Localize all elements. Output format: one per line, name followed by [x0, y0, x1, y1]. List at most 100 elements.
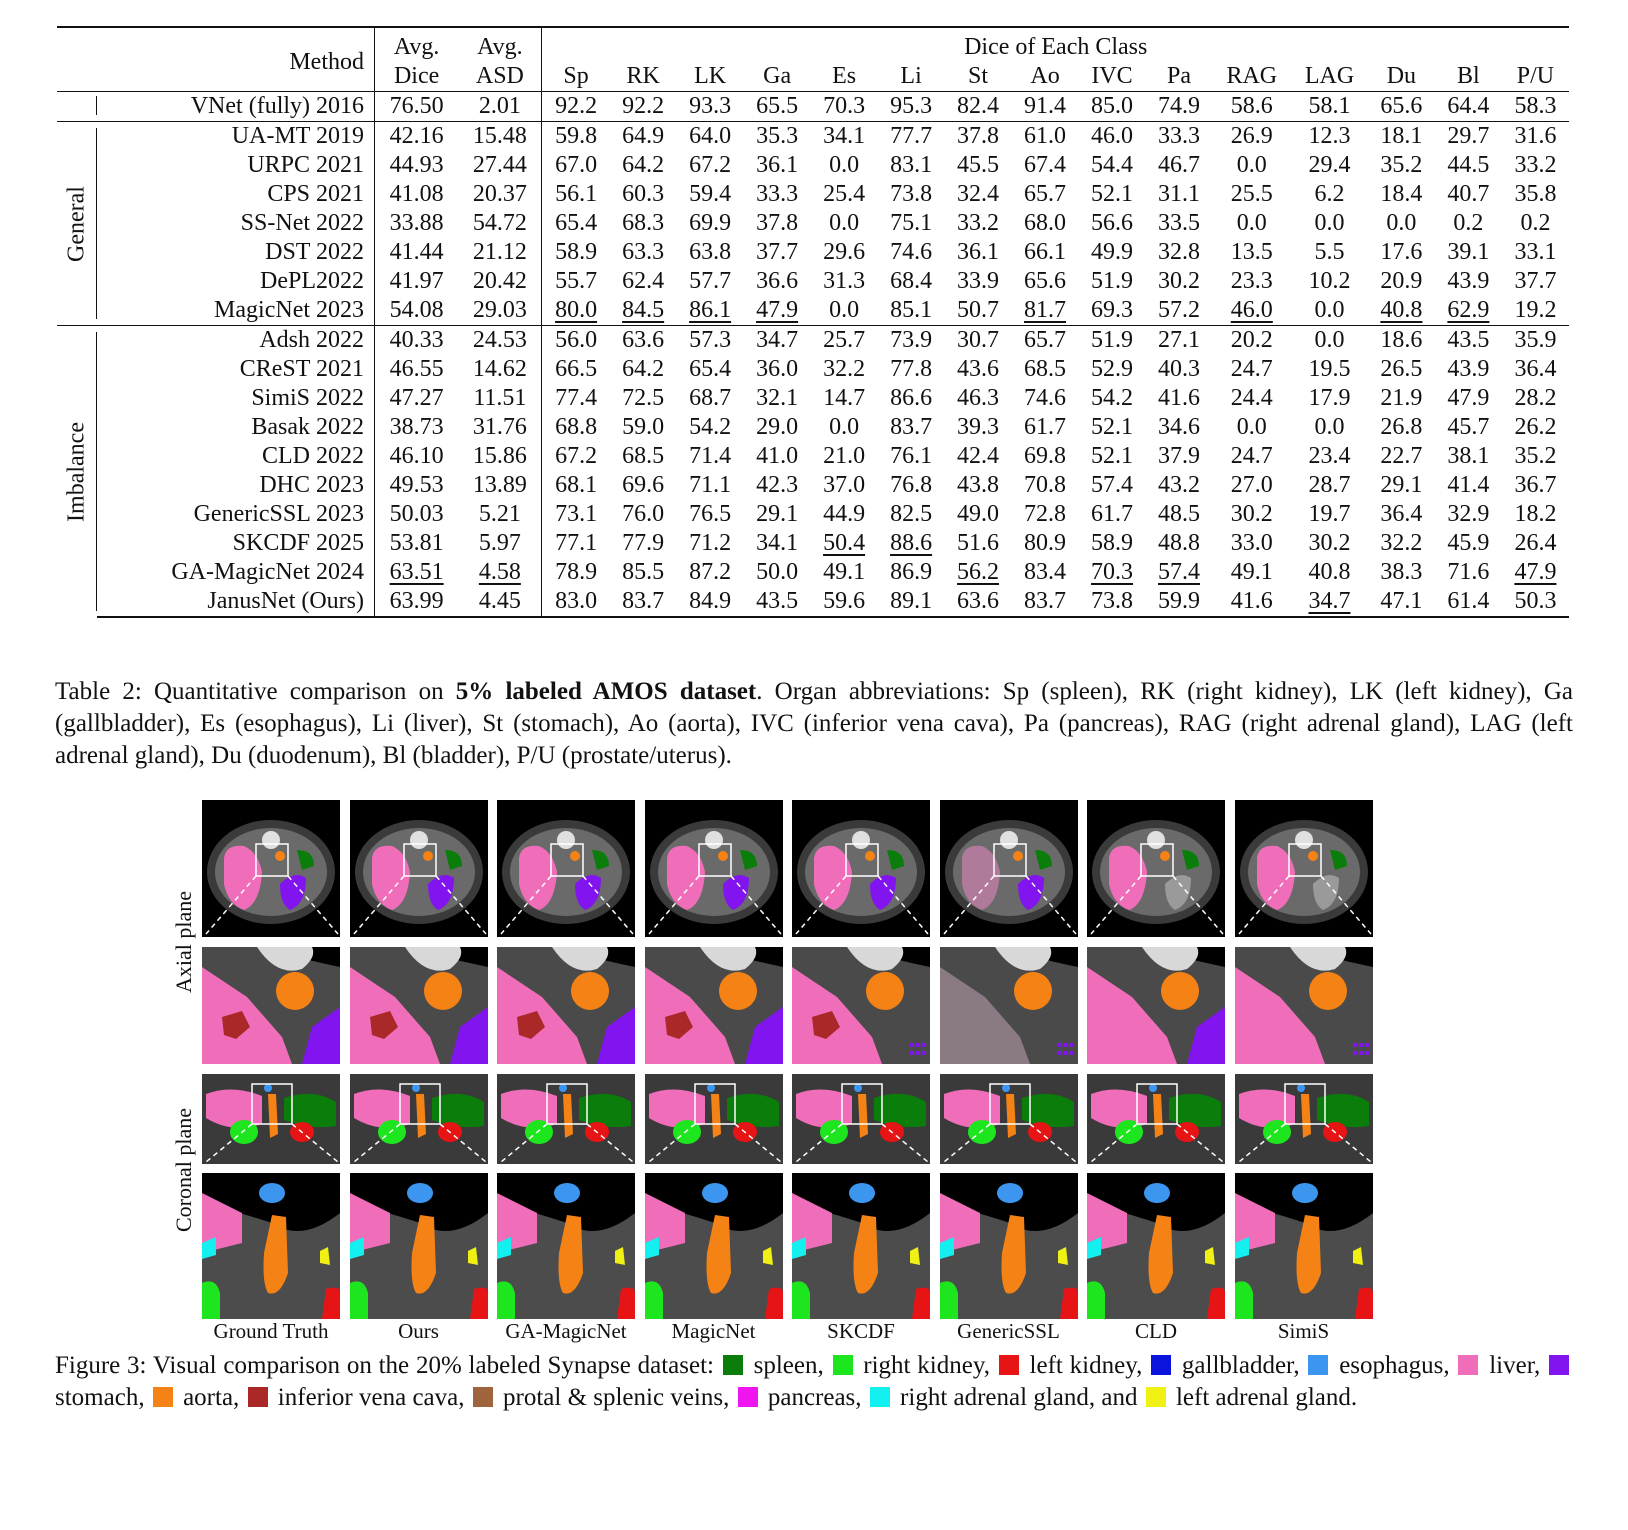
class-dice-rag: 0.0	[1236, 210, 1267, 236]
class-dice-pa: 37.9	[1158, 443, 1200, 469]
panel-coronal-6	[1087, 1074, 1225, 1164]
header-class-p-u: P/U	[1516, 63, 1555, 89]
class-dice-ga: 65.5	[743, 91, 811, 122]
class-dice-bl: 32.9	[1447, 501, 1490, 527]
panel-coronalZoom-4	[792, 1173, 930, 1319]
class-dice-ivc: 70.3	[1091, 559, 1134, 585]
legend-label: pancreas,	[761, 1384, 862, 1411]
legend-swatch	[1458, 1355, 1479, 1375]
class-dice-lag: 19.5	[1308, 356, 1351, 382]
class-dice-st: 37.8	[944, 121, 1012, 151]
class-dice-lk: 71.2	[689, 530, 732, 556]
class-dice-p-u: 19.2	[1514, 297, 1557, 323]
class-dice-ao: 83.7	[1011, 587, 1079, 618]
class-dice-ao: 83.4	[1024, 559, 1067, 585]
class-dice-bl: 29.7	[1434, 121, 1502, 151]
class-dice-li: 73.9	[877, 325, 945, 355]
method-name: MagicNet 2023	[214, 297, 365, 323]
class-dice-li: 76.1	[890, 443, 933, 469]
method-name: SKCDF 2025	[232, 530, 365, 556]
class-dice-st: 56.2	[957, 559, 1000, 585]
method-name: UA-MT 2019	[97, 121, 375, 151]
class-dice-ao: 69.8	[1024, 443, 1067, 469]
avg-dice: 63.99	[374, 587, 459, 618]
class-dice-ao: 91.4	[1011, 91, 1079, 122]
class-dice-li: 76.8	[890, 472, 933, 498]
class-dice-li: 88.6	[890, 530, 933, 556]
avg-dice: 49.53	[374, 471, 459, 500]
group-label: General	[63, 185, 90, 262]
class-dice-p-u: 50.3	[1501, 587, 1569, 618]
class-dice-li: 85.1	[890, 297, 933, 323]
class-dice-lag: 19.7	[1308, 501, 1351, 527]
class-dice-rag: 24.7	[1230, 356, 1273, 382]
plane-label-coronal: Coronal plane	[171, 1107, 196, 1233]
header-class-ga: Ga	[763, 63, 792, 89]
class-dice-rk: 60.3	[622, 181, 665, 207]
class-dice-ivc: 54.4	[1091, 152, 1134, 178]
method-name: CLD 2022	[262, 443, 365, 469]
table-caption-bold: 5% labeled AMOS dataset	[455, 678, 757, 705]
panel-axialZoom-1	[349, 947, 488, 1064]
class-dice-pa: 41.6	[1158, 385, 1200, 411]
header-class-st: St	[968, 63, 989, 89]
class-dice-p-u: 35.9	[1501, 325, 1569, 355]
class-dice-rag: 26.9	[1212, 121, 1292, 151]
class-dice-p-u: 35.2	[1514, 443, 1557, 469]
class-dice-pa: 30.2	[1158, 268, 1200, 294]
class-dice-ao: 81.7	[1024, 297, 1067, 323]
avg-asd: 13.89	[472, 472, 527, 498]
class-dice-bl: 45.9	[1447, 530, 1490, 556]
class-dice-ga: 43.5	[743, 587, 811, 618]
class-dice-bl: 43.5	[1434, 325, 1502, 355]
class-dice-ao: 66.1	[1024, 239, 1067, 265]
class-dice-rag: 0.0	[1236, 152, 1267, 178]
class-dice-pa: 27.1	[1145, 325, 1213, 355]
figure-caption-prefix: Figure 3: Visual comparison on the 20% l…	[55, 1352, 714, 1379]
class-dice-pa: 32.8	[1158, 239, 1200, 265]
class-dice-ga: 33.3	[756, 181, 799, 207]
class-dice-p-u: 26.2	[1514, 414, 1557, 440]
table-caption-suffix: . Organ abbreviations: Sp (spleen), RK (…	[55, 678, 1573, 769]
column-label: CLD	[1135, 1319, 1177, 1343]
class-dice-pa: 33.5	[1158, 210, 1200, 236]
class-dice-bl: 39.1	[1447, 239, 1490, 265]
panel-coronalZoom-6	[1087, 1173, 1225, 1319]
class-dice-es: 29.6	[823, 239, 866, 265]
class-dice-lag: 0.0	[1314, 210, 1345, 236]
avg-asd: 20.42	[472, 268, 527, 294]
panel-axialZoom-4	[792, 947, 930, 1064]
class-dice-li: 86.9	[890, 559, 933, 585]
table-row: SimiS 2022 47.27 11.51 77.4 72.5 68.7 32.1 14.7…	[57, 384, 1569, 413]
class-dice-sp: 77.1	[541, 529, 610, 558]
legend-swatch	[152, 1387, 173, 1407]
header-class-li: Li	[900, 63, 922, 89]
table-row: CLD 2022 46.10 15.86 67.2 68.5 71.4 41.0 21.0 76…	[57, 442, 1569, 471]
panel-axialZoom-2	[497, 947, 635, 1064]
class-dice-rk: 64.9	[609, 121, 677, 151]
class-dice-es: 49.1	[823, 559, 866, 585]
legend-swatch	[1308, 1355, 1329, 1375]
class-dice-sp: 59.8	[541, 121, 610, 151]
class-dice-bl: 43.9	[1447, 356, 1490, 382]
class-dice-bl: 38.1	[1447, 443, 1490, 469]
class-dice-bl: 47.9	[1447, 385, 1490, 411]
panel-axial-2	[497, 800, 635, 937]
class-dice-lag: 10.2	[1308, 268, 1351, 294]
class-dice-ga: 37.7	[756, 239, 799, 265]
class-dice-du: 40.8	[1380, 297, 1423, 323]
class-dice-ivc: 73.8	[1078, 587, 1146, 618]
class-dice-li: 82.5	[890, 501, 933, 527]
class-dice-p-u: 0.2	[1520, 210, 1551, 236]
header-class-es: Es	[832, 63, 857, 89]
class-dice-pa: 31.1	[1158, 181, 1200, 207]
header-class-ivc: IVC	[1091, 63, 1133, 89]
legend-label: liver,	[1482, 1352, 1541, 1379]
class-dice-ga: 32.1	[756, 385, 799, 411]
results-table: Method Avg. Avg. Dice of Each Class Dice…	[57, 26, 1569, 618]
class-dice-lk: 69.9	[689, 210, 732, 236]
class-dice-st: 50.7	[957, 297, 1000, 323]
class-dice-p-u: 58.3	[1501, 91, 1569, 122]
panel-coronal-2	[497, 1074, 635, 1164]
method-name: DHC 2023	[259, 472, 365, 498]
